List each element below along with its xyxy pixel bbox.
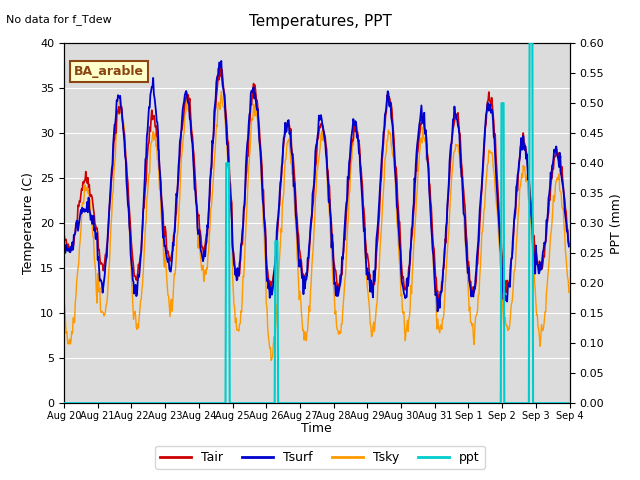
X-axis label: Time: Time [301,422,332,435]
Text: BA_arable: BA_arable [74,65,144,78]
Legend: Tair, Tsurf, Tsky, ppt: Tair, Tsurf, Tsky, ppt [155,446,485,469]
Y-axis label: PPT (mm): PPT (mm) [610,193,623,253]
Y-axis label: Temperature (C): Temperature (C) [22,172,35,274]
Text: No data for f_Tdew: No data for f_Tdew [6,14,112,25]
Text: Temperatures, PPT: Temperatures, PPT [248,14,392,29]
